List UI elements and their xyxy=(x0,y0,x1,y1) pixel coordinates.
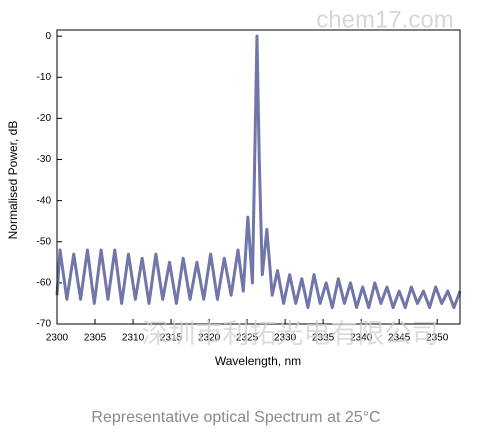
y-tick-label: -70 xyxy=(37,319,52,330)
y-tick-label: -40 xyxy=(37,195,52,206)
x-axis-label: Wavelength, nm xyxy=(215,354,301,368)
y-tick-label: -10 xyxy=(37,72,52,83)
x-tick-label: 2325 xyxy=(236,333,259,344)
x-tick-label: 2345 xyxy=(388,333,411,344)
y-tick-label: -50 xyxy=(37,236,52,247)
plot-frame xyxy=(56,29,461,325)
x-tick-label: 2300 xyxy=(46,333,69,344)
x-tick-label: 2335 xyxy=(312,333,335,344)
y-tick-label: -20 xyxy=(37,113,52,124)
watermark: chem17.com xyxy=(316,6,453,33)
x-tick-label: 2330 xyxy=(274,333,297,344)
watermark: 深圳市利拓光电有限公司 xyxy=(142,319,439,349)
spectrum-line xyxy=(55,34,462,310)
y-tick-label: 0 xyxy=(45,31,51,42)
x-tick-label: 2310 xyxy=(122,333,145,344)
x-tick-label: 2340 xyxy=(350,333,373,344)
x-tick-label: 2320 xyxy=(198,333,221,344)
x-tick-label: 2315 xyxy=(160,333,183,344)
x-tick-label: 2350 xyxy=(426,333,449,344)
y-tick-label: -60 xyxy=(37,278,52,289)
y-axis-label: Normalised Power, dB xyxy=(6,121,20,240)
x-tick-label: 2305 xyxy=(84,333,107,344)
caption: Representative optical Spectrum at 25°C xyxy=(91,409,380,426)
y-tick-label: -30 xyxy=(37,154,52,165)
